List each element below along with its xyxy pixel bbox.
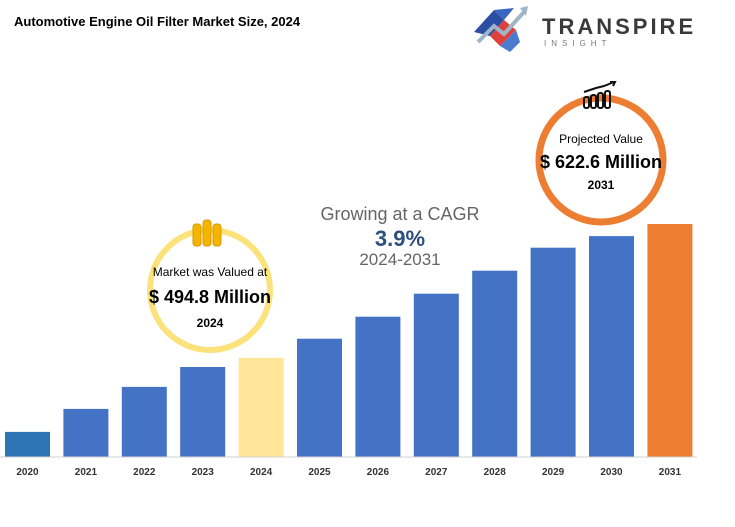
growth-chart-icon	[583, 81, 617, 109]
bar-2028	[472, 270, 518, 457]
cagr-label: Growing at a CAGR	[320, 204, 480, 224]
bar-2020	[5, 431, 50, 457]
x-tick-2025: 2025	[308, 467, 331, 478]
x-tick-2022: 2022	[133, 467, 156, 478]
brand-logo: TRANSPIRE INSIGHT	[470, 2, 710, 54]
x-tick-2023: 2023	[192, 467, 215, 478]
x-tick-2027: 2027	[425, 467, 448, 478]
bar-2024	[238, 357, 284, 457]
bar-2022	[121, 386, 167, 457]
callout-2031-value: $ 622.6 Million	[539, 152, 663, 172]
callout-2024-value: $ 494.8 Million	[148, 287, 272, 307]
bar-2029	[530, 247, 576, 457]
callout-2031-label: Projected Value	[559, 132, 643, 146]
bar-2027	[413, 293, 459, 457]
callout-2031: Projected Value $ 622.6 Million 2031	[531, 132, 671, 192]
bar-2026	[355, 316, 401, 457]
x-tick-2028: 2028	[484, 467, 507, 478]
brand-tagline: INSIGHT	[544, 39, 612, 48]
transpire-logo-icon	[474, 6, 528, 52]
bar-2030	[589, 236, 634, 457]
callout-2024-year: 2024	[196, 316, 224, 330]
x-tick-2024: 2024	[250, 467, 273, 478]
chart-title: Automotive Engine Oil Filter Market Size…	[14, 14, 301, 29]
x-tick-2031: 2031	[659, 467, 682, 478]
callout-2024-label: Market was Valued at	[152, 265, 268, 279]
coin-stack-icon	[192, 219, 222, 247]
brand-name: TRANSPIRE	[542, 14, 697, 39]
bars-group	[5, 224, 693, 457]
callout-2031-year: 2031	[587, 178, 615, 192]
x-tick-labels: 2020 2021 2022 2023 2024 2025 2026 2027 2028 2029…	[16, 467, 681, 478]
callout-ring-2031	[535, 94, 667, 226]
bar-2025	[297, 338, 342, 457]
cagr-period: 2024-2031	[359, 250, 441, 269]
x-tick-2026: 2026	[367, 467, 390, 478]
x-tick-2029: 2029	[542, 467, 565, 478]
x-tick-2030: 2030	[600, 467, 623, 478]
cagr-value: 3.9%	[374, 226, 426, 251]
bar-2031	[647, 224, 693, 457]
bar-2023	[180, 367, 226, 457]
bar-2021	[63, 408, 109, 457]
x-tick-2021: 2021	[75, 467, 98, 478]
x-tick-2020: 2020	[16, 467, 39, 478]
callout-2024: Market was Valued at $ 494.8 Million 202…	[140, 265, 280, 330]
